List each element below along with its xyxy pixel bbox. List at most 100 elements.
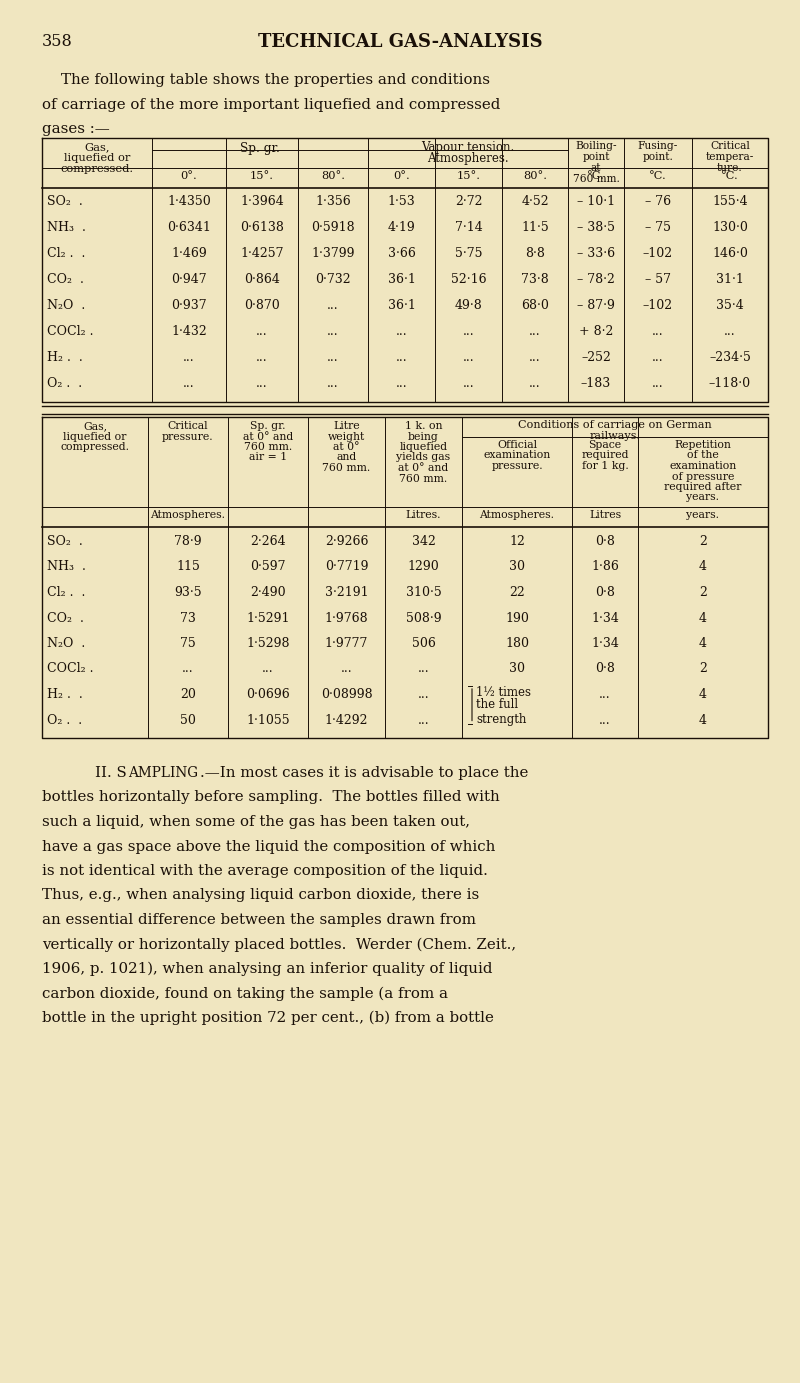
Text: 1½ times: 1½ times xyxy=(476,686,531,698)
Text: ...: ... xyxy=(327,299,339,313)
Text: 3·66: 3·66 xyxy=(387,248,415,260)
Text: ...: ... xyxy=(183,378,195,390)
Text: ...: ... xyxy=(599,714,611,726)
Text: 36·1: 36·1 xyxy=(387,272,415,286)
Text: vertically or horizontally placed bottles.  Werder (Chem. Zeit.,: vertically or horizontally placed bottle… xyxy=(42,938,516,952)
Text: Gas,: Gas, xyxy=(83,420,107,431)
Text: 31·1: 31·1 xyxy=(716,272,744,286)
Text: 8·8: 8·8 xyxy=(525,248,545,260)
Text: Boiling-: Boiling- xyxy=(575,141,617,151)
Text: Litres.: Litres. xyxy=(406,510,442,520)
Text: 36·1: 36·1 xyxy=(387,299,415,313)
Text: 0°.: 0°. xyxy=(181,171,198,181)
Text: yields gas: yields gas xyxy=(397,452,450,462)
Text: 358: 358 xyxy=(42,33,73,50)
Text: 68·0: 68·0 xyxy=(521,299,549,313)
Text: ...: ... xyxy=(256,325,268,337)
Text: 0·864: 0·864 xyxy=(244,272,280,286)
Text: ...: ... xyxy=(418,714,430,726)
Text: Space: Space xyxy=(589,440,622,449)
Text: ...: ... xyxy=(462,325,474,337)
Text: ture.: ture. xyxy=(717,163,743,173)
Text: 2·72: 2·72 xyxy=(454,195,482,207)
Text: 12: 12 xyxy=(509,535,525,548)
Text: 506: 506 xyxy=(411,638,435,650)
Text: 0·0696: 0·0696 xyxy=(246,687,290,701)
Text: 310·5: 310·5 xyxy=(406,586,442,599)
Text: 0·7719: 0·7719 xyxy=(325,560,368,574)
Text: at 0° and: at 0° and xyxy=(398,463,449,473)
Text: Critical: Critical xyxy=(168,420,208,431)
Text: strength: strength xyxy=(476,714,526,726)
Text: 1·5291: 1·5291 xyxy=(246,611,290,625)
Text: railways.: railways. xyxy=(590,431,641,441)
Text: 0·597: 0·597 xyxy=(250,560,286,574)
Text: 7·14: 7·14 xyxy=(454,221,482,234)
Text: 2: 2 xyxy=(699,535,707,548)
Text: pressure.: pressure. xyxy=(491,461,543,472)
Text: 760 mm.: 760 mm. xyxy=(399,473,448,484)
Text: 0·8: 0·8 xyxy=(595,586,615,599)
Text: 0·732: 0·732 xyxy=(315,272,351,286)
Text: 78·9: 78·9 xyxy=(174,535,202,548)
Text: Atmospheres.: Atmospheres. xyxy=(150,510,226,520)
Text: 0·947: 0·947 xyxy=(171,272,207,286)
Text: 180: 180 xyxy=(505,638,529,650)
Text: of pressure: of pressure xyxy=(672,472,734,481)
Text: 1·356: 1·356 xyxy=(315,195,351,207)
Text: 50: 50 xyxy=(180,714,196,726)
Text: 30: 30 xyxy=(509,560,525,574)
Text: ...: ... xyxy=(462,378,474,390)
Text: –234·5: –234·5 xyxy=(709,351,751,364)
Text: Fusing-: Fusing- xyxy=(638,141,678,151)
Text: Vapour tension.: Vapour tension. xyxy=(422,141,514,154)
Text: – 78·2: – 78·2 xyxy=(577,272,615,286)
Text: 760 mm.: 760 mm. xyxy=(244,443,292,452)
Text: 190: 190 xyxy=(505,611,529,625)
Text: ...: ... xyxy=(396,325,407,337)
Text: 22: 22 xyxy=(509,586,525,599)
Text: 93·5: 93·5 xyxy=(174,586,202,599)
Text: 508·9: 508·9 xyxy=(406,611,442,625)
Text: – 57: – 57 xyxy=(645,272,671,286)
Text: 80°.: 80°. xyxy=(523,171,547,181)
Text: have a gas space above the liquid the composition of which: have a gas space above the liquid the co… xyxy=(42,839,495,853)
Text: ...: ... xyxy=(418,687,430,701)
Text: tempera-: tempera- xyxy=(706,152,754,162)
Text: 4: 4 xyxy=(699,560,707,574)
Text: the full: the full xyxy=(476,698,518,711)
Text: pressure.: pressure. xyxy=(162,431,214,441)
Text: 1·9768: 1·9768 xyxy=(325,611,368,625)
Text: SO₂  .: SO₂ . xyxy=(47,195,82,207)
Text: 342: 342 xyxy=(411,535,435,548)
Text: Thus, e.g., when analysing liquid carbon dioxide, there is: Thus, e.g., when analysing liquid carbon… xyxy=(42,888,479,903)
Text: 0°.: 0°. xyxy=(393,171,410,181)
Text: 75: 75 xyxy=(180,638,196,650)
Text: ...: ... xyxy=(724,325,736,337)
Text: Atmospheres.: Atmospheres. xyxy=(427,152,509,165)
Text: 0·8: 0·8 xyxy=(595,535,615,548)
Text: + 8·2: + 8·2 xyxy=(579,325,613,337)
Text: – 76: – 76 xyxy=(645,195,671,207)
Text: 15°.: 15°. xyxy=(250,171,274,181)
Text: 0·870: 0·870 xyxy=(244,299,280,313)
Text: years.: years. xyxy=(686,510,719,520)
Text: 4·52: 4·52 xyxy=(521,195,549,207)
Text: of the: of the xyxy=(687,451,719,461)
Text: 20: 20 xyxy=(180,687,196,701)
Text: 30: 30 xyxy=(509,662,525,675)
Text: liquefied or: liquefied or xyxy=(64,154,130,163)
Text: ...: ... xyxy=(529,378,541,390)
Text: CO₂  .: CO₂ . xyxy=(47,272,84,286)
Text: Critical: Critical xyxy=(710,141,750,151)
Text: 1·5298: 1·5298 xyxy=(246,638,290,650)
Text: being: being xyxy=(408,431,439,441)
Text: Repetition: Repetition xyxy=(674,440,731,449)
Text: 1 k. on: 1 k. on xyxy=(405,420,442,431)
Text: ...: ... xyxy=(256,351,268,364)
Text: AMPLING: AMPLING xyxy=(128,766,198,780)
Text: ...: ... xyxy=(462,351,474,364)
Text: ...: ... xyxy=(652,325,664,337)
Text: – 38·5: – 38·5 xyxy=(577,221,615,234)
Text: 115: 115 xyxy=(176,560,200,574)
